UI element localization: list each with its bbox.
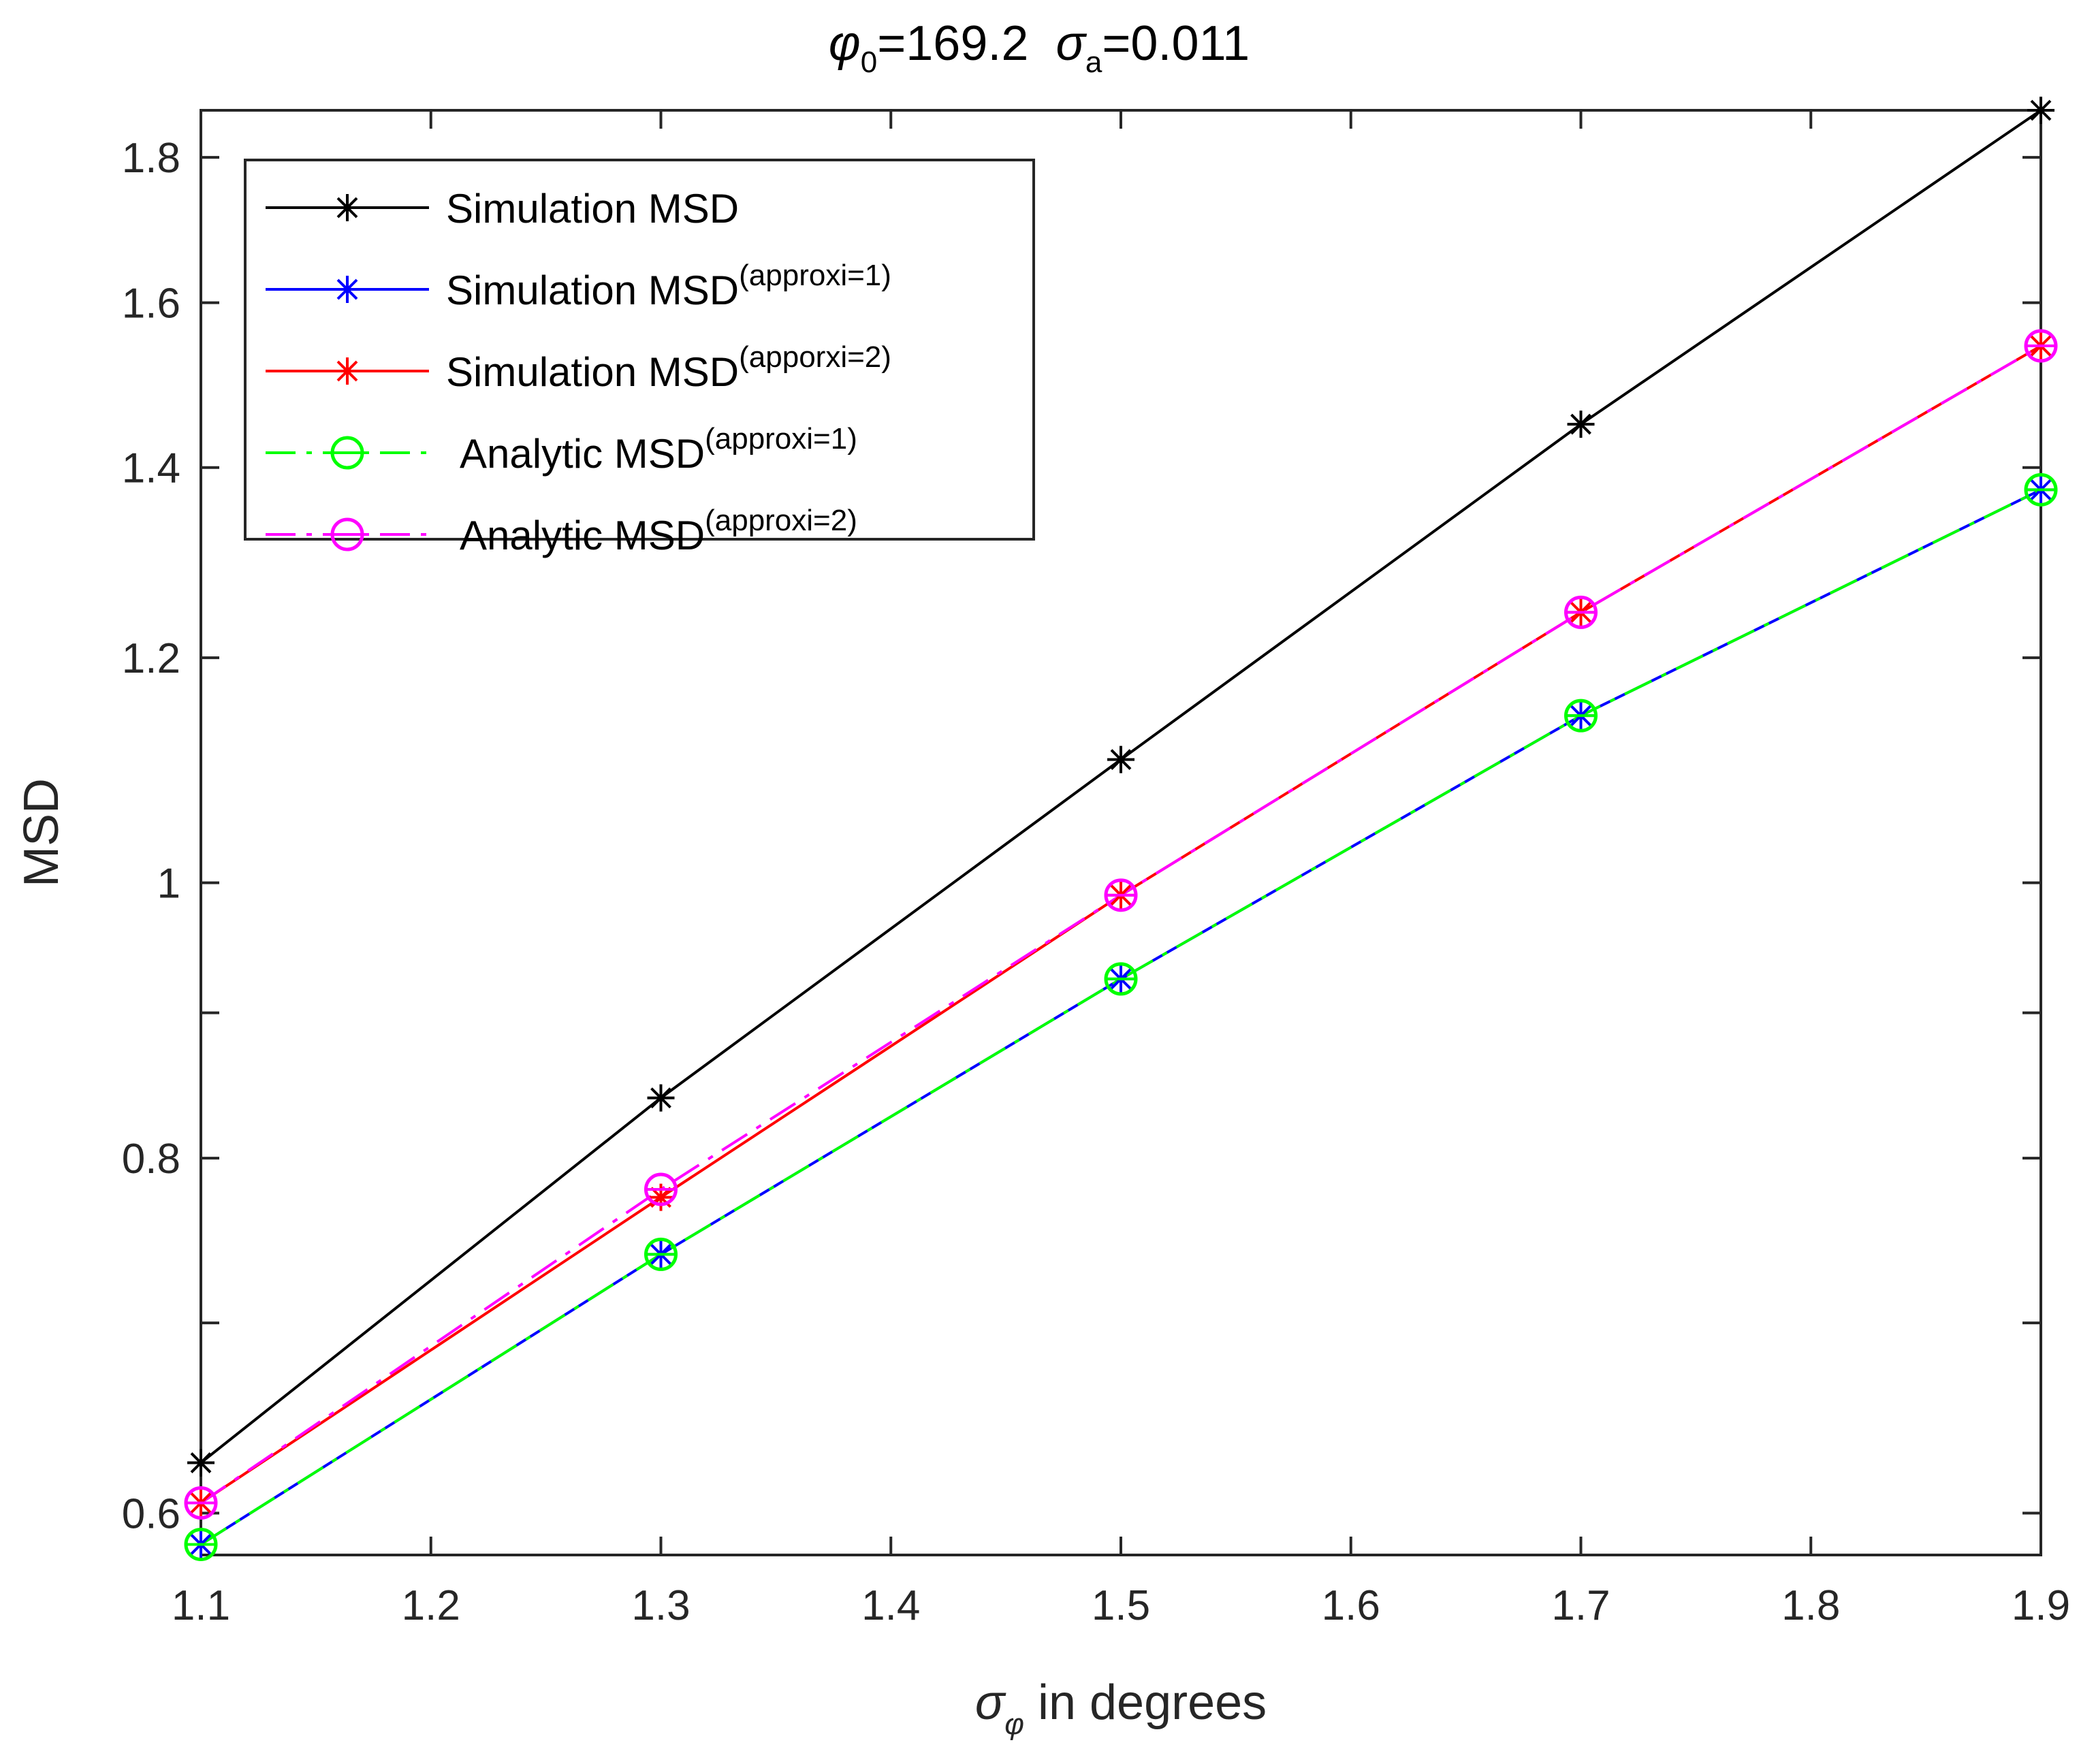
x-tick-label: 1.2: [402, 1582, 460, 1629]
legend-box: [244, 159, 1035, 541]
y-tick-label: 1.8: [122, 135, 180, 182]
y-tick-label: 1.2: [122, 635, 180, 682]
legend-swatch-marker: [330, 436, 364, 470]
series-0-point-0: [187, 1449, 215, 1477]
y-tick-label: 1.6: [122, 280, 180, 327]
series-3-point-1: [644, 1237, 678, 1271]
legend-entry-3: Analytic MSD(approxi=1): [266, 422, 857, 477]
legend-label: Analytic MSD(approxi=1): [460, 422, 857, 477]
legend-label-main: Simulation MSD: [446, 268, 739, 313]
x-tick-label: 1.8: [1781, 1582, 1840, 1629]
x-tick-label: 1.7: [1551, 1582, 1610, 1629]
title-phi-subscript: 0: [861, 46, 877, 79]
series-3-point-0: [184, 1527, 218, 1561]
series-markers: [184, 97, 2058, 1561]
series-4-point-4: [2024, 329, 2058, 363]
x-tick-label: 1.4: [861, 1582, 920, 1629]
legend-label: Simulation MSD(apporxi=2): [446, 340, 891, 395]
title-sigma-symbol: σ: [1056, 16, 1087, 71]
series-4-point-1: [644, 1172, 678, 1206]
x-label-symbol: σ: [975, 1675, 1006, 1730]
x-tick-label: 1.1: [172, 1582, 230, 1629]
legend-label-superscript: (approxi=1): [705, 422, 857, 455]
series-4-point-0: [184, 1486, 218, 1520]
legend-label: Simulation MSD(approxi=1): [446, 259, 891, 313]
series-3-point-4: [2024, 472, 2058, 507]
x-label-text: in degrees: [1024, 1675, 1267, 1730]
series-0-point-1: [647, 1084, 675, 1112]
title-sigma-value: =0.011: [1102, 16, 1250, 71]
title-phi-symbol: φ: [829, 16, 861, 71]
legend-entry-0: Simulation MSD: [266, 186, 739, 231]
title-phi-value: =169.2: [877, 16, 1028, 71]
chart-title: φ0=169.2 σa=0.011: [829, 16, 1250, 79]
x-tick-label: 1.5: [1092, 1582, 1150, 1629]
legend-swatch-marker: [334, 276, 361, 303]
series-0-point-2: [1107, 745, 1134, 773]
series-4-point-3: [1564, 595, 1598, 629]
legend-label-main: Analytic MSD: [460, 513, 705, 558]
legend-label-main: Simulation MSD: [446, 186, 739, 231]
legend-label: Simulation MSD: [446, 186, 739, 231]
x-label-subscript: φ: [1004, 1707, 1024, 1741]
series-0-point-4: [2027, 97, 2054, 124]
y-tick-label: 1: [157, 861, 180, 908]
legend-label: Analytic MSD(approxi=2): [460, 504, 857, 558]
legend-entry-1: Simulation MSD(approxi=1): [266, 259, 891, 313]
series-0-point-3: [1567, 411, 1595, 438]
series-3-point-3: [1564, 699, 1598, 733]
legend-label-superscript: (apporxi=2): [739, 340, 891, 374]
legend-swatch-marker: [334, 357, 361, 385]
y-tick-label: 1.4: [122, 445, 180, 492]
y-tick-label: 0.6: [122, 1491, 180, 1538]
legend-swatch-marker: [334, 194, 361, 221]
series-3-point-2: [1104, 962, 1138, 996]
legend-entry-4: Analytic MSD(approxi=2): [266, 504, 857, 558]
series-4-point-2: [1104, 878, 1138, 912]
legend-entry-2: Simulation MSD(apporxi=2): [266, 340, 891, 395]
series-2-point-1: [647, 1183, 675, 1211]
series-line-3: [200, 488, 2042, 1546]
legend-label-superscript: (approxi=2): [705, 504, 857, 537]
x-tick-label: 1.9: [2012, 1582, 2070, 1629]
x-tick-label: 1.6: [1322, 1582, 1380, 1629]
axis-tick-labels: 1.1 1.2 1.3 1.4 1.5 1.6 1.7 1.8 1.9 0.6 0.8 1 1.2 1.4…: [122, 135, 2070, 1629]
x-axis-label: σφ in degrees: [975, 1675, 1267, 1741]
legend-label-main: Simulation MSD: [446, 349, 739, 395]
title-sigma-subscript: a: [1085, 46, 1102, 79]
legend-label-main: Analytic MSD: [460, 431, 705, 477]
legend-label-superscript: (approxi=1): [739, 259, 891, 292]
legend-swatch-marker: [330, 517, 364, 551]
y-tick-label: 0.8: [122, 1136, 180, 1183]
x-tick-label: 1.3: [631, 1582, 690, 1629]
y-axis-label: MSD: [14, 778, 69, 887]
